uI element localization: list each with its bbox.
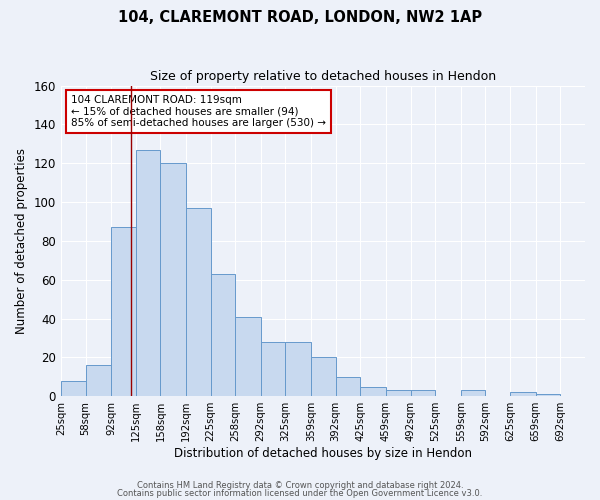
Bar: [261, 342, 286, 396]
Bar: [286, 342, 311, 396]
Bar: [86, 365, 111, 396]
Bar: [510, 392, 536, 396]
Text: Contains public sector information licensed under the Open Government Licence v3: Contains public sector information licen…: [118, 488, 482, 498]
Bar: [410, 390, 435, 396]
Bar: [235, 316, 261, 396]
Bar: [111, 228, 136, 396]
Bar: [461, 390, 485, 396]
Bar: [335, 377, 361, 396]
Text: 104 CLAREMONT ROAD: 119sqm
← 15% of detached houses are smaller (94)
85% of semi: 104 CLAREMONT ROAD: 119sqm ← 15% of deta…: [71, 95, 326, 128]
Bar: [311, 358, 335, 396]
Bar: [361, 386, 386, 396]
Bar: [386, 390, 410, 396]
Bar: [136, 150, 160, 396]
Bar: [536, 394, 560, 396]
Y-axis label: Number of detached properties: Number of detached properties: [15, 148, 28, 334]
Text: 104, CLAREMONT ROAD, LONDON, NW2 1AP: 104, CLAREMONT ROAD, LONDON, NW2 1AP: [118, 10, 482, 25]
Bar: [186, 208, 211, 396]
X-axis label: Distribution of detached houses by size in Hendon: Distribution of detached houses by size …: [174, 447, 472, 460]
Bar: [160, 163, 186, 396]
Title: Size of property relative to detached houses in Hendon: Size of property relative to detached ho…: [150, 70, 496, 83]
Bar: [61, 380, 86, 396]
Text: Contains HM Land Registry data © Crown copyright and database right 2024.: Contains HM Land Registry data © Crown c…: [137, 481, 463, 490]
Bar: [211, 274, 235, 396]
